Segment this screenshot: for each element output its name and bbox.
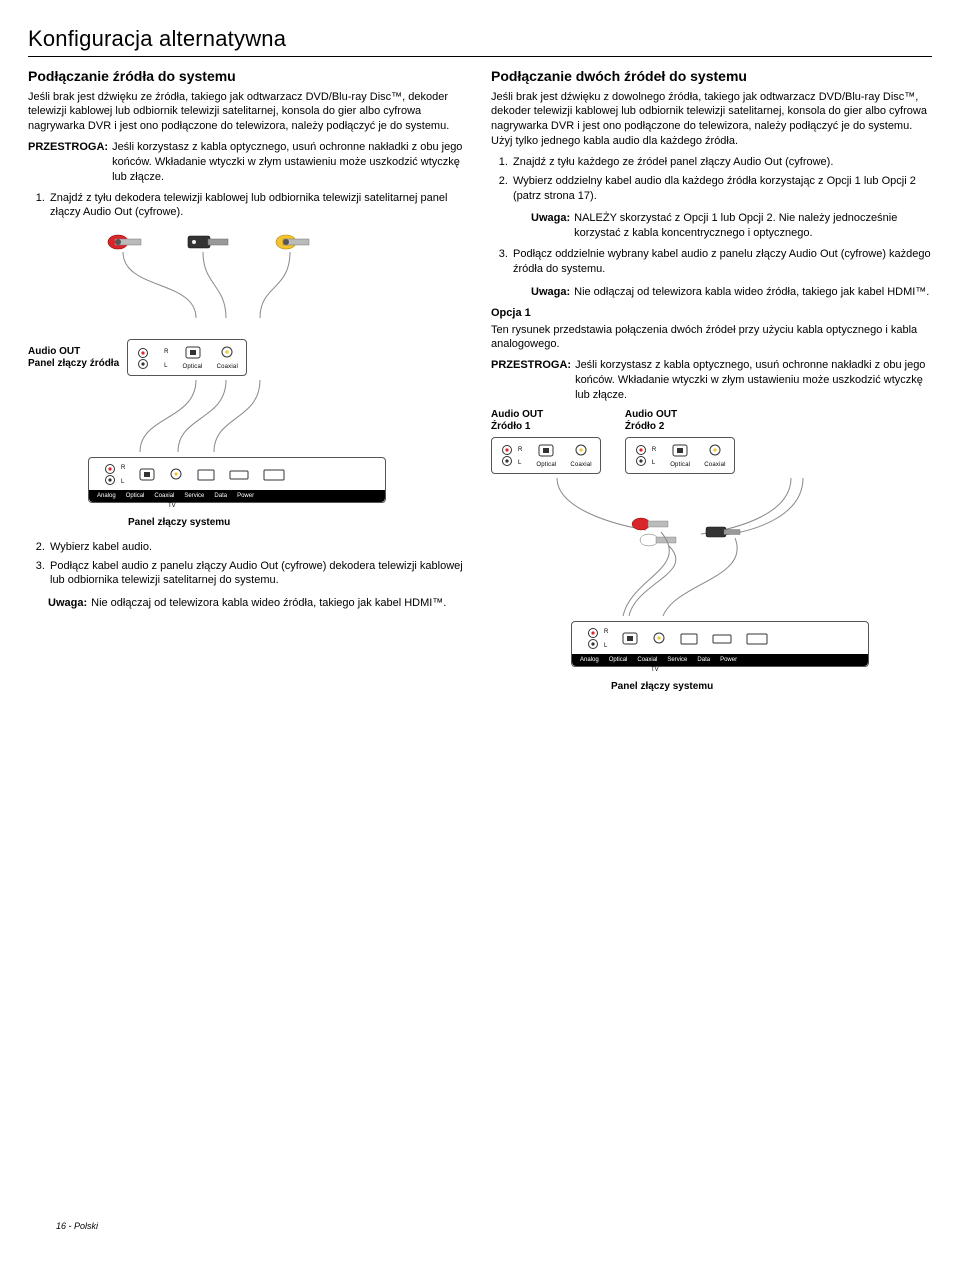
left-step1: Znajdź z tyłu dekodera telewizji kablowe… xyxy=(48,191,469,221)
right-note2-body: NALEŻY skorzystać z Opcji 1 lub Opcji 2.… xyxy=(574,211,932,241)
page-footer: 16 - Polski xyxy=(56,1220,98,1232)
right-step3: Podłącz oddzielnie wybrany kabel audio z… xyxy=(511,247,932,277)
left-source-panel: RL Optical Coaxial xyxy=(127,339,247,376)
left-system-panel-caption: Panel złączy systemu xyxy=(128,516,469,530)
tv-label-right: TV xyxy=(651,666,932,674)
tv-label-left: TV xyxy=(168,502,469,510)
src2-panel: RL Optical Coaxial xyxy=(625,437,735,474)
right-column: Podłączanie dwóch źródeł do systemu Jeśl… xyxy=(491,61,932,694)
src2-label: Audio OUTŹródło 2 xyxy=(625,409,677,433)
left-audio-out-label: Audio OUT Panel złączy źródła xyxy=(28,346,119,370)
left-cable-lines xyxy=(28,380,388,460)
left-heading: Podłączanie źródła do systemu xyxy=(28,67,469,86)
left-intro: Jeśli brak jest dźwięku ze źródła, takie… xyxy=(28,90,469,135)
right-note2-label: Uwaga: xyxy=(531,211,570,241)
right-step1: Znajdź z tyłu każdego ze źródeł panel zł… xyxy=(511,155,932,170)
left-plugs-diagram xyxy=(28,230,469,335)
src1-label: Audio OUTŹródło 1 xyxy=(491,409,543,433)
left-caution-label: PRZESTROGA: xyxy=(28,140,108,185)
right-system-panel-caption: Panel złączy systemu xyxy=(611,680,932,694)
left-system-panel: RL Analog Optical Coaxial Service Data P… xyxy=(88,457,386,503)
right-heading: Podłączanie dwóch źródeł do systemu xyxy=(491,67,932,86)
src1-panel: RL Optical Coaxial xyxy=(491,437,601,474)
right-step2: Wybierz oddzielny kabel audio dla każdeg… xyxy=(511,174,932,204)
left-step2: Wybierz kabel audio. xyxy=(48,540,469,555)
right-note3-label: Uwaga: xyxy=(531,285,570,300)
right-caution-label: PRZESTROGA: xyxy=(491,358,571,403)
right-caution-body: Jeśli korzystasz z kabla optycznego, usu… xyxy=(575,358,932,403)
right-intro: Jeśli brak jest dźwięku z dowolnego źród… xyxy=(491,90,932,149)
left-step3: Podłącz kabel audio z panelu złączy Audi… xyxy=(48,559,469,589)
right-cables-diagram xyxy=(491,478,911,628)
left-caution-body: Jeśli korzystasz z kabla optycznego, usu… xyxy=(112,140,469,185)
right-note3-body: Nie odłączaj od telewizora kabla wideo ź… xyxy=(574,285,932,300)
left-column: Podłączanie źródła do systemu Jeśli brak… xyxy=(28,61,469,694)
opt1-label: Opcja 1 xyxy=(491,306,932,321)
two-sources-row: Audio OUTŹródło 1 RL Optical xyxy=(491,409,932,474)
page-title: Konfiguracja alternatywna xyxy=(28,24,932,57)
left-note3-body: Nie odłączaj od telewizora kabla wideo ź… xyxy=(91,596,469,611)
opt1-body: Ten rysunek przedstawia połączenia dwóch… xyxy=(491,323,932,353)
left-note-label: Uwaga: xyxy=(48,596,87,611)
